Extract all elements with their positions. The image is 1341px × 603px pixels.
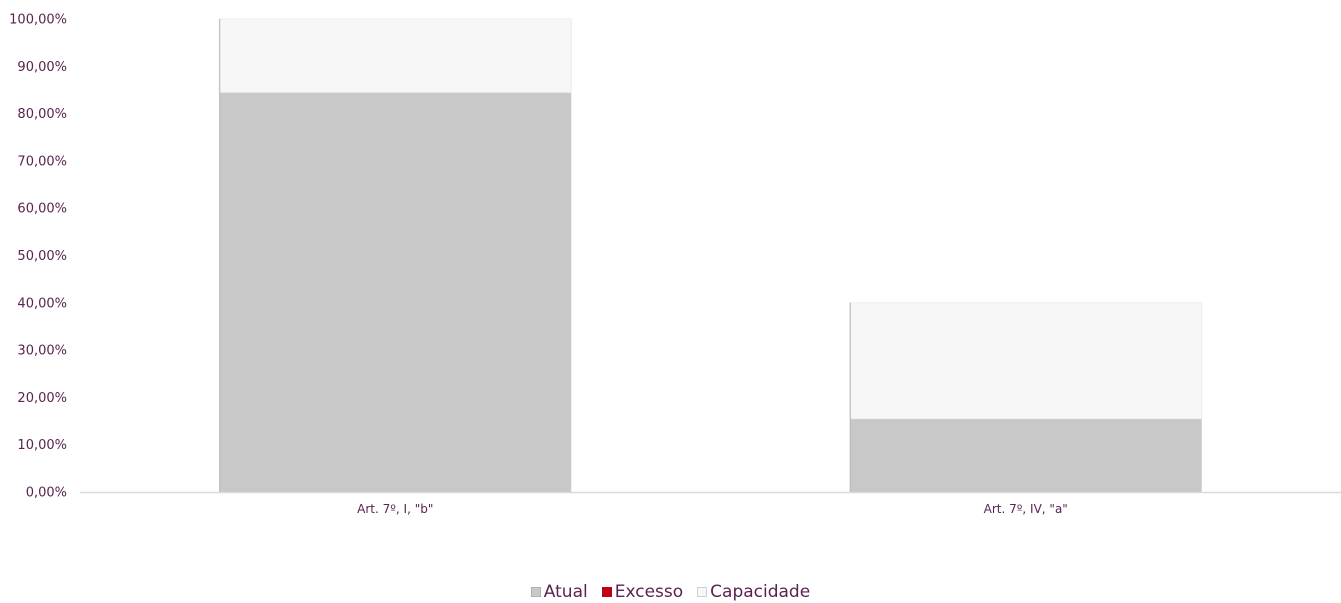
bar-capacidade-1: [218, 18, 572, 93]
legend: Atual Excesso Capacidade: [0, 581, 1341, 603]
y-tick-label: 60,00%: [17, 202, 67, 217]
y-tick-label: 50,00%: [17, 249, 67, 264]
legend-item-excesso: Excesso: [601, 582, 684, 602]
legend-item-atual: Atual: [530, 582, 588, 602]
x-category-label: Art. 7º, I, "b": [357, 502, 433, 516]
legend-item-capacidade: Capacidade: [697, 582, 810, 602]
y-tick-label: 40,00%: [17, 296, 67, 311]
legend-label: Excesso: [614, 582, 684, 602]
bar-atual-1: [219, 92, 572, 492]
y-tick-label: 20,00%: [17, 391, 67, 406]
y-tick-label: 90,00%: [17, 60, 67, 75]
bar-capacidade-2: [849, 302, 1203, 420]
bar-atual-2: [849, 418, 1202, 492]
y-tick-label: 30,00%: [17, 344, 67, 359]
legend-label: Atual: [543, 582, 588, 602]
y-tick-label: 70,00%: [17, 154, 67, 169]
legend-swatch: [601, 587, 612, 597]
bar-chart: 0,00% 10,00% 20,00% 30,00% 40,00% 50,00% 60,00…: [9, 13, 1341, 516]
y-tick-label: 100,00%: [9, 13, 67, 28]
y-tick-label: 0,00%: [26, 486, 67, 501]
x-category-label: Art. 7º, IV, "a": [984, 502, 1068, 516]
legend-label: Capacidade: [710, 582, 811, 602]
legend-swatch: [697, 587, 708, 597]
y-tick-label: 80,00%: [17, 107, 67, 122]
legend-swatch: [530, 587, 541, 597]
y-tick-label: 10,00%: [17, 438, 67, 453]
